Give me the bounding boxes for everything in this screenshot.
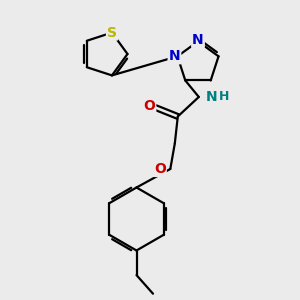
Text: O: O bbox=[143, 99, 155, 113]
Text: N: N bbox=[192, 33, 204, 47]
Text: N: N bbox=[206, 90, 217, 104]
Text: O: O bbox=[154, 162, 166, 176]
Text: N: N bbox=[169, 49, 180, 63]
Text: S: S bbox=[107, 26, 117, 40]
Text: H: H bbox=[219, 91, 230, 103]
